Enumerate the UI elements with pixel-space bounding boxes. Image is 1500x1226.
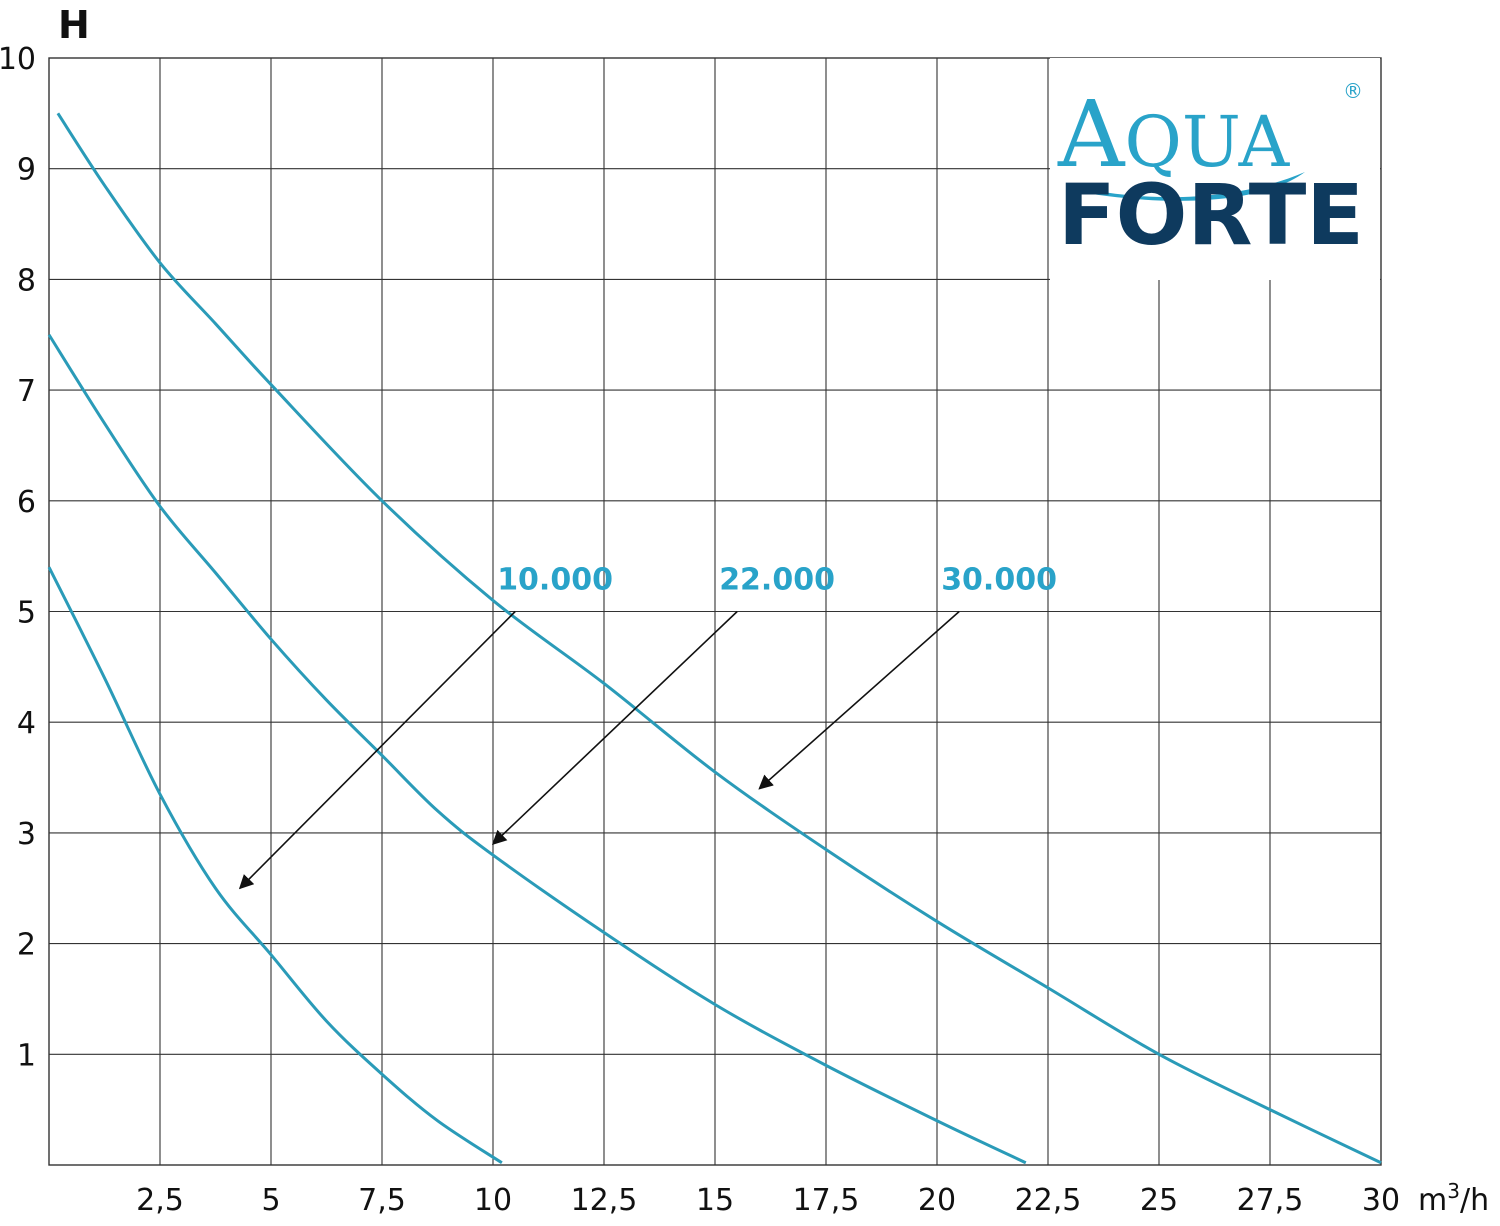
x-tick-label: 12,5 bbox=[571, 1183, 638, 1218]
x-tick-label: 5 bbox=[261, 1183, 280, 1218]
x-tick-label: 25 bbox=[1140, 1183, 1178, 1218]
y-tick-label: 5 bbox=[17, 596, 36, 631]
x-tick-label: 22,5 bbox=[1015, 1183, 1082, 1218]
x-tick-label: 10 bbox=[474, 1183, 512, 1218]
y-tick-label: 6 bbox=[17, 485, 36, 520]
y-tick-label: 2 bbox=[17, 928, 36, 963]
y-tick-label: 9 bbox=[17, 153, 36, 188]
y-tick-label: 4 bbox=[17, 706, 36, 741]
tick-labels: 2,5 5 7,5 10 12,5 15 17,5 20 22,5 25 27,5 30 1 2 3 4 5 6 7… bbox=[0, 42, 1400, 1218]
logo-registered-mark: ® bbox=[1343, 79, 1363, 103]
y-tick-label: 7 bbox=[17, 374, 36, 409]
y-tick-label: 10 bbox=[0, 42, 36, 77]
logo-forte-text: FORTE bbox=[1058, 166, 1364, 264]
annotation-arrow bbox=[238, 610, 516, 890]
y-tick-label: 1 bbox=[17, 1038, 36, 1073]
series-line-22000 bbox=[47, 333, 1027, 1165]
x-tick-label: 15 bbox=[696, 1183, 734, 1218]
logo-aqua-initial: A bbox=[1057, 81, 1126, 188]
grid bbox=[48, 57, 1382, 1166]
x-tick-label: 2,5 bbox=[136, 1183, 184, 1218]
y-axis-title: H bbox=[58, 3, 90, 47]
x-tick-label: 27,5 bbox=[1237, 1183, 1304, 1218]
series-label-22000: 22.000 bbox=[719, 563, 835, 598]
series-label-30000: 30.000 bbox=[941, 563, 1057, 598]
annotation-arrow bbox=[758, 610, 960, 790]
x-tick-label: 17,5 bbox=[793, 1183, 860, 1218]
logo-aqua-rest: QUA bbox=[1124, 101, 1290, 183]
x-tick-label: 7,5 bbox=[358, 1183, 406, 1218]
x-tick-label: 20 bbox=[918, 1183, 956, 1218]
y-tick-label: 8 bbox=[17, 263, 36, 298]
annotations: 10.000 22.000 30.000 bbox=[238, 563, 1057, 890]
annotation-arrow bbox=[491, 610, 738, 845]
series-line-10000 bbox=[47, 566, 503, 1165]
series-label-10000: 10.000 bbox=[497, 563, 613, 598]
logo-background bbox=[1050, 58, 1380, 280]
series bbox=[47, 112, 1382, 1165]
logo-aqua-text: AQUA bbox=[1057, 81, 1291, 188]
logo-wave-icon bbox=[1068, 172, 1305, 201]
x-axis-unit: m3/h bbox=[1418, 1179, 1489, 1218]
x-tick-label: 30 bbox=[1362, 1183, 1400, 1218]
aquaforte-logo: AQUA ® FORTE bbox=[1050, 58, 1380, 280]
series-line-30000 bbox=[56, 112, 1382, 1165]
y-tick-label: 3 bbox=[17, 817, 36, 852]
